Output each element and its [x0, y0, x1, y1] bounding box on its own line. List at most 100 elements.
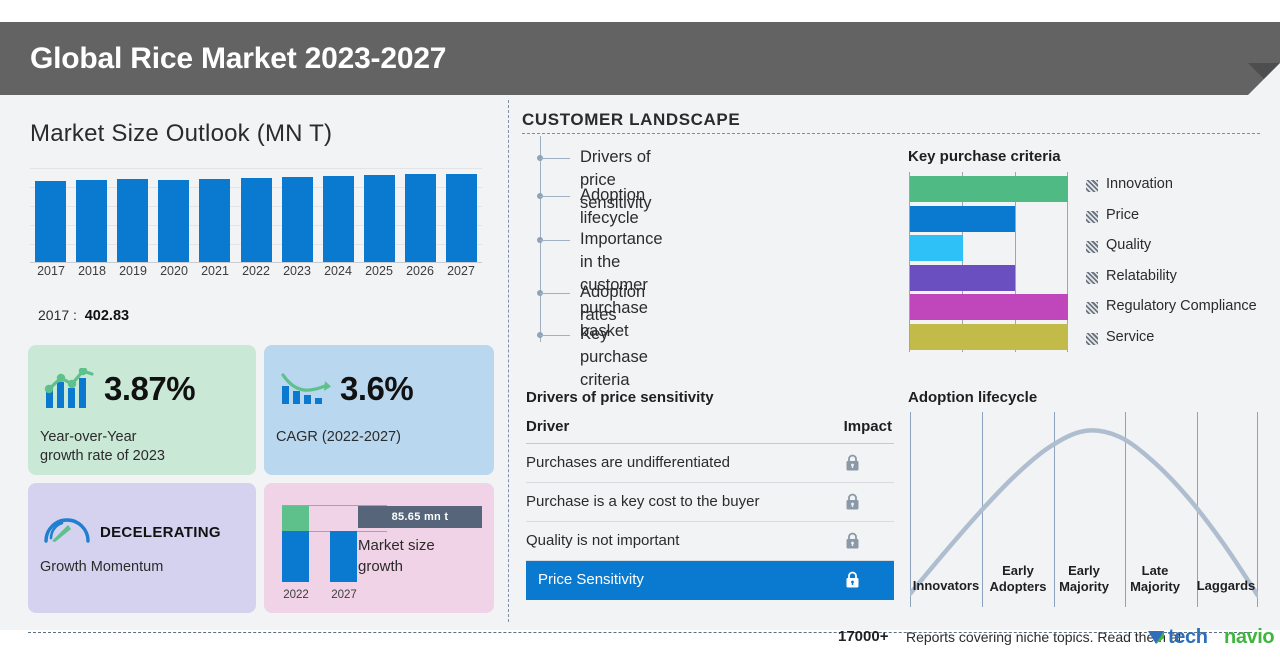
yoy-value: 3.87% — [104, 370, 196, 407]
kpc-legend-label: Quality — [1106, 237, 1152, 253]
market-size-outlook-title: Market Size Outlook (MN T) — [30, 120, 333, 147]
kpc-legend-label: Relatability — [1106, 267, 1177, 284]
page-title: Global Rice Market 2023-2027 — [30, 41, 447, 75]
report-count: 17000+ — [838, 628, 889, 645]
bar-2027 — [446, 174, 477, 262]
customer-landscape-item-label: Drivers of price sensitivity — [580, 148, 652, 212]
card-growth-momentum[interactable] — [28, 483, 256, 613]
legend-swatch-icon — [1086, 241, 1098, 253]
card-yoy-growth[interactable] — [28, 345, 256, 475]
x-label-2024: 2024 — [324, 264, 352, 278]
legend-swatch-icon — [1086, 302, 1098, 314]
drivers-table-title: Drivers of price sensitivity — [526, 389, 714, 406]
x-label-2022: 2022 — [242, 264, 270, 278]
table-row[interactable]: Price Sensitivity — [526, 561, 894, 600]
yoy-caption: Year-over-Year growth rate of 2023 — [40, 429, 165, 464]
mini-bar-2022-growth — [282, 506, 309, 531]
header-banner: Global Rice Market 2023-2027 — [0, 22, 1280, 95]
table-row[interactable]: Purchases are undifferentiated — [526, 444, 894, 483]
x-label-2020: 2020 — [160, 264, 188, 278]
chart-axis — [30, 262, 482, 263]
market-size-value-line: 2017 : 402.83 — [38, 307, 129, 324]
kpc-legend-label: Service — [1106, 328, 1155, 345]
x-label-2021: 2021 — [201, 264, 229, 278]
bar-2021 — [199, 179, 230, 262]
customer-landscape-item-label: Adoption rates — [580, 283, 646, 324]
adoption-lifecycle-title: Adoption lifecycle — [908, 389, 1038, 406]
x-label-2026: 2026 — [406, 264, 434, 278]
lifecycle-stage-label-3: Late Majority — [1130, 563, 1180, 594]
lock-icon — [846, 454, 859, 471]
bar-2025 — [364, 175, 395, 262]
mini-bar-2027-base — [330, 531, 357, 582]
declining-chart-icon — [281, 373, 331, 404]
kpc-legend-label: Regulatory Compliance — [1106, 298, 1257, 314]
bar-2022 — [241, 178, 272, 262]
table-row[interactable]: Quality is not important — [526, 522, 894, 561]
bar-chart-x-labels: 2017 2018 2019 2020 2021 2022 2023 2024 2025 2026… — [30, 264, 482, 282]
cagr-value: 3.6% — [340, 370, 414, 407]
customer-landscape-item-label: Importance in the customer purchase bask… — [580, 230, 663, 340]
lock-icon — [846, 493, 859, 510]
x-label-2018: 2018 — [78, 264, 106, 278]
x-label-2023: 2023 — [283, 264, 311, 278]
bar-2019 — [117, 179, 148, 262]
tree-connector — [540, 158, 570, 159]
kpc-bar-quality — [910, 235, 963, 261]
mini-bar-2022-base — [282, 531, 309, 582]
mini-x-label-2022: 2022 — [283, 589, 309, 601]
tree-connector — [540, 196, 570, 197]
kpc-legend-label: Innovation — [1106, 176, 1173, 192]
driver-name: Purchases are undifferentiated — [526, 454, 731, 471]
bar-2018 — [76, 180, 107, 262]
card-cagr[interactable] — [264, 345, 494, 475]
kpc-bar-relatability — [910, 265, 1015, 291]
tree-connector — [540, 335, 570, 336]
speedometer-icon — [44, 518, 90, 543]
column-header-driver: Driver — [526, 418, 570, 435]
x-label-2017: 2017 — [37, 264, 65, 278]
market-growth-badge: 85.65 mn t — [358, 506, 482, 528]
growth-chart-up-icon — [44, 368, 94, 408]
x-label-2027: 2027 — [447, 264, 475, 278]
market-size-outlook-chart — [30, 168, 482, 263]
value-year-label: 2017 : — [38, 307, 77, 323]
tree-connector — [540, 293, 570, 294]
lock-icon — [846, 571, 859, 588]
lock-icon — [846, 532, 859, 549]
cagr-caption: CAGR (2022-2027) — [276, 429, 401, 445]
column-header-impact: Impact — [843, 418, 892, 435]
adoption-lifecycle-chart — [910, 412, 1258, 607]
bar-2024 — [323, 176, 354, 262]
lifecycle-stage-label-0: Innovators — [912, 578, 980, 593]
market-size-growth-chart — [282, 505, 387, 583]
x-label-2025: 2025 — [365, 264, 393, 278]
momentum-caption: Growth Momentum — [40, 559, 164, 575]
tree-connector — [540, 240, 570, 241]
lifecycle-stage-label-1: Early Adopters — [989, 563, 1047, 594]
brand-name-second: navio — [1224, 626, 1275, 648]
table-row[interactable]: Purchase is a key cost to the buyer — [526, 483, 894, 522]
legend-swatch-icon — [1086, 210, 1098, 223]
legend-swatch-icon — [1086, 180, 1098, 192]
customer-landscape-item-label: Key purchase criteria — [580, 325, 648, 389]
drivers-table-header: Driver Impact — [526, 418, 894, 444]
brand-name-first: tech — [1168, 626, 1208, 648]
vertical-divider — [508, 100, 509, 622]
customer-landscape-rule — [522, 133, 1260, 134]
footer-divider — [28, 632, 1252, 633]
driver-name: Quality is not important — [526, 532, 680, 549]
mini-x-label-2027: 2027 — [331, 589, 357, 601]
header-fold-corner — [1248, 63, 1280, 95]
market-growth-caption: Market size growth — [358, 537, 435, 575]
driver-name: Price Sensitivity — [538, 571, 644, 588]
key-purchase-criteria-chart — [909, 172, 1069, 352]
x-label-2019: 2019 — [119, 264, 147, 278]
lifecycle-stage-label-2: Early Majority — [1059, 563, 1109, 594]
kpc-legend-label: Price — [1106, 206, 1140, 223]
value-number: 402.83 — [84, 308, 130, 324]
customer-landscape-item-label: Adoption lifecycle — [580, 186, 646, 227]
momentum-value: DECELERATING — [100, 524, 221, 541]
bar-2020 — [158, 180, 189, 262]
